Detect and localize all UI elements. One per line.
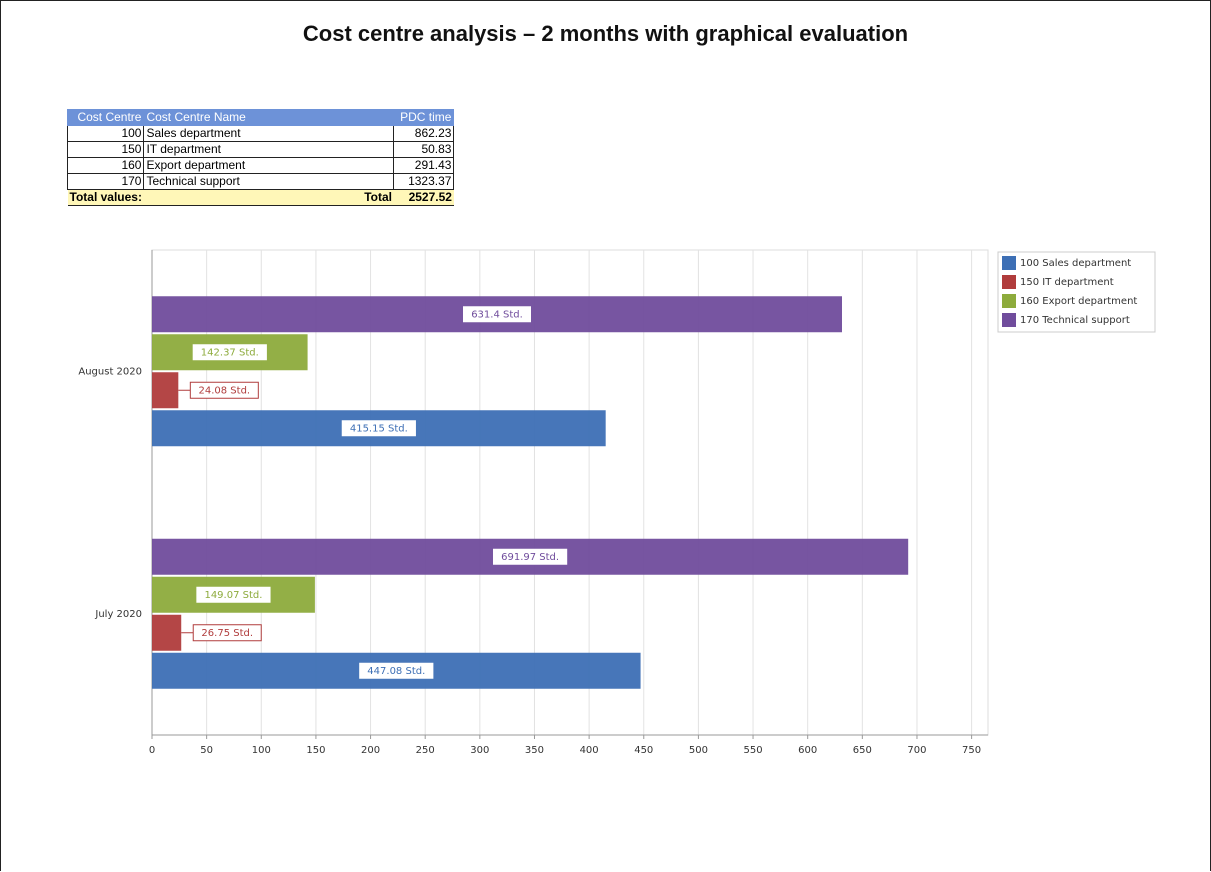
data-label: 26.75 Std. bbox=[201, 628, 253, 639]
x-tick-label: 700 bbox=[907, 745, 926, 756]
x-tick-label: 650 bbox=[853, 745, 872, 756]
x-tick-label: 550 bbox=[743, 745, 762, 756]
legend-label: 160 Export department bbox=[1020, 296, 1137, 307]
cell: 50.83 bbox=[393, 141, 455, 158]
data-label: 691.97 Std. bbox=[501, 552, 559, 563]
y-tick-label: August 2020 bbox=[78, 366, 142, 377]
x-tick-label: 100 bbox=[252, 745, 271, 756]
y-tick-label: July 2020 bbox=[94, 609, 142, 620]
bar bbox=[152, 372, 179, 409]
x-tick-label: 450 bbox=[634, 745, 653, 756]
x-tick-label: 350 bbox=[525, 745, 544, 756]
table-header: Cost Centre Cost Centre Name PDC time bbox=[66, 109, 455, 126]
x-tick-label: 150 bbox=[306, 745, 325, 756]
legend-label: 100 Sales department bbox=[1020, 258, 1131, 269]
x-tick-label: 0 bbox=[149, 745, 155, 756]
x-tick-label: 250 bbox=[416, 745, 435, 756]
label-box bbox=[341, 420, 416, 437]
cost-table: Cost Centre Cost Centre Name PDC time 10… bbox=[66, 109, 455, 206]
data-label: 24.08 Std. bbox=[199, 385, 251, 396]
legend-box bbox=[997, 251, 1156, 333]
label-box bbox=[192, 344, 267, 361]
cell: 100 bbox=[66, 125, 145, 142]
cell: 2527.52 bbox=[393, 189, 454, 206]
bar bbox=[152, 614, 182, 651]
x-tick-label: 600 bbox=[798, 745, 817, 756]
data-label: 631.4 Std. bbox=[471, 309, 523, 320]
table-row: 100 Sales department 862.23 bbox=[66, 125, 455, 142]
legend-swatch bbox=[1002, 294, 1016, 308]
cell: 170 bbox=[66, 173, 145, 190]
cell: 1323.37 bbox=[393, 173, 455, 190]
legend-swatch bbox=[1002, 313, 1016, 327]
header-cell: Cost Centre bbox=[66, 109, 145, 126]
cell: Total values: bbox=[67, 189, 144, 206]
x-tick-label: 300 bbox=[470, 745, 489, 756]
table-row: 160 Export department 291.43 bbox=[66, 157, 455, 174]
cell: Total bbox=[143, 189, 394, 206]
data-label: 447.08 Std. bbox=[367, 666, 425, 677]
data-label: 142.37 Std. bbox=[201, 347, 259, 358]
total-row: Total values: Total 2527.52 bbox=[67, 189, 454, 206]
label-box bbox=[192, 624, 262, 642]
label-box bbox=[359, 662, 434, 679]
data-label: 415.15 Std. bbox=[350, 423, 408, 434]
legend-label: 150 IT department bbox=[1020, 277, 1114, 288]
x-tick-label: 50 bbox=[200, 745, 213, 756]
header-cell: PDC time bbox=[393, 109, 455, 126]
x-tick-label: 200 bbox=[361, 745, 380, 756]
label-box bbox=[196, 586, 271, 603]
cell: IT department bbox=[143, 141, 395, 158]
legend-swatch bbox=[1002, 275, 1016, 289]
legend-swatch bbox=[1002, 256, 1016, 270]
legend-label: 170 Technical support bbox=[1020, 315, 1130, 326]
label-box bbox=[492, 548, 568, 565]
table-row: 170 Technical support 1323.37 bbox=[66, 173, 455, 190]
label-box bbox=[463, 306, 532, 323]
x-tick-label: 750 bbox=[962, 745, 981, 756]
x-tick-label: 400 bbox=[580, 745, 599, 756]
title: Cost centre analysis – 2 months with gra… bbox=[302, 21, 909, 46]
data-label: 149.07 Std. bbox=[204, 590, 262, 601]
label-box bbox=[189, 381, 259, 399]
x-tick-label: 500 bbox=[689, 745, 708, 756]
